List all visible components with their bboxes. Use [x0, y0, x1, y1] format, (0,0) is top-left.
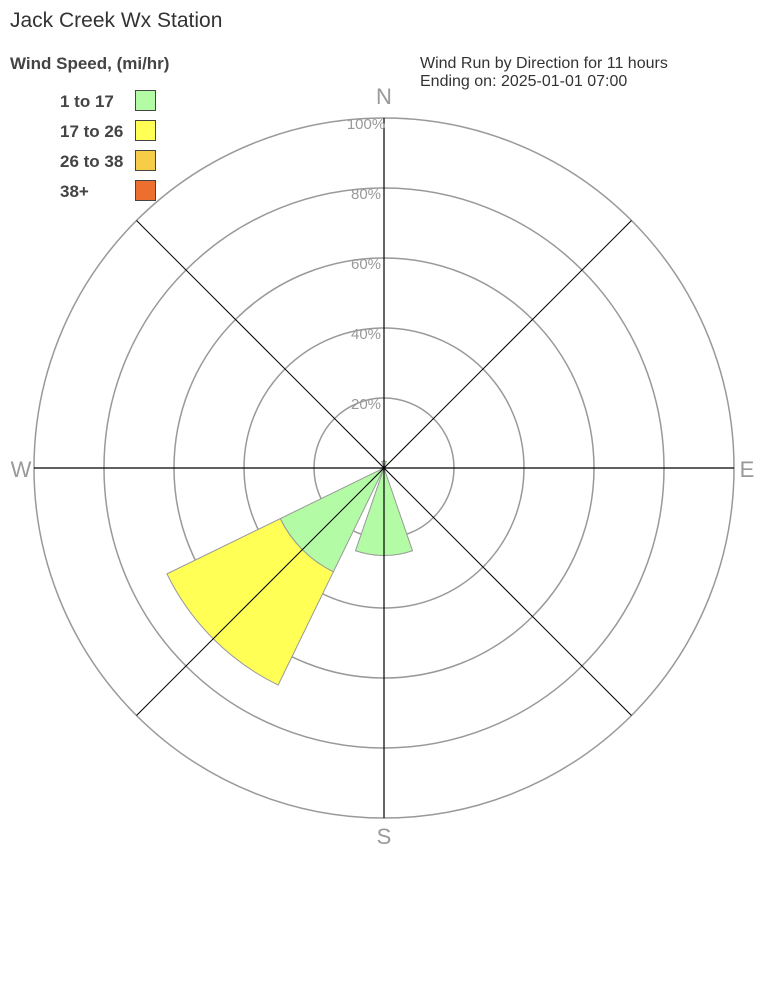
- legend-item: 17 to 26: [60, 120, 160, 150]
- legend-item: 26 to 38: [60, 150, 160, 180]
- legend-swatch: [135, 120, 156, 141]
- station-title: Jack Creek Wx Station: [10, 9, 223, 32]
- ring-label-60: 60%: [350, 256, 382, 273]
- compass-label-e: E: [739, 457, 755, 482]
- legend-label: 38+: [60, 182, 89, 201]
- legend-item: 38+: [60, 180, 160, 210]
- legend-swatch: [135, 180, 156, 201]
- legend-swatch: [135, 150, 156, 171]
- legend-label: 26 to 38: [60, 152, 124, 171]
- compass-label-n: N: [376, 84, 392, 109]
- compass-label-s: S: [376, 824, 392, 849]
- ring-label-100: 100%: [346, 116, 386, 133]
- info-text: Wind Run by Direction for 11 hours Endin…: [420, 55, 668, 91]
- axis-line: [136, 220, 632, 716]
- info-line-1: Wind Run by Direction for 11 hours: [420, 55, 668, 72]
- info-line-2: Ending on: 2025-01-01 07:00: [420, 73, 628, 90]
- ring-label-80: 80%: [350, 186, 382, 203]
- legend-swatch: [135, 90, 156, 111]
- legend-item: 1 to 17: [60, 90, 160, 120]
- ring-label-40: 40%: [350, 326, 382, 343]
- compass-label-w: W: [10, 457, 32, 482]
- legend: 1 to 17 17 to 26 26 to 38 38+: [60, 90, 160, 210]
- legend-label: 1 to 17: [60, 92, 114, 111]
- legend-label: 17 to 26: [60, 122, 124, 141]
- legend-title: Wind Speed, (mi/hr): [10, 54, 170, 73]
- ring-label-20: 20%: [350, 396, 382, 413]
